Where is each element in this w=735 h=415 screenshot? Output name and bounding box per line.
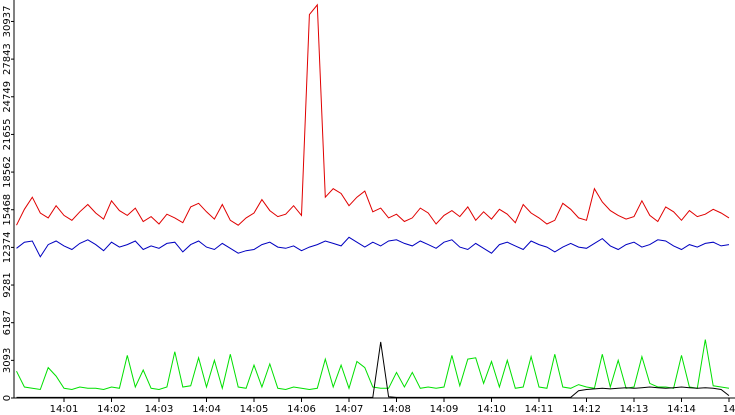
y-tick-label: 24749 — [2, 81, 13, 113]
y-tick-label: 12374 — [2, 231, 13, 263]
y-tick-label: 3093 — [2, 348, 13, 373]
y-tick-label: 0 — [2, 395, 13, 401]
series-line — [16, 236, 730, 258]
x-tick-label: 14:11 — [525, 404, 554, 415]
x-tick-label: 14:07 — [335, 404, 364, 415]
y-tick-label: 15468 — [2, 194, 13, 226]
x-tick-label: 14:02 — [97, 404, 126, 415]
y-tick-label: 30937 — [2, 6, 13, 38]
series-line — [16, 339, 730, 391]
x-tick-label: 14:04 — [192, 404, 221, 415]
y-tick-label: 6187 — [2, 310, 13, 335]
x-tick-label: 14:10 — [477, 404, 506, 415]
y-tick-label: 27843 — [2, 43, 13, 75]
x-tick-label: 14:05 — [240, 404, 269, 415]
x-tick-label: 14:09 — [430, 404, 459, 415]
x-tick-label: 14:14 — [667, 404, 696, 415]
y-tick-label: 18562 — [2, 156, 13, 188]
x-tick-label: 14:13 — [620, 404, 649, 415]
series-line — [16, 3, 730, 226]
x-tick-label: 14:08 — [382, 404, 411, 415]
x-tick-label: 14:03 — [145, 404, 174, 415]
y-tick-label: 9281 — [2, 272, 13, 297]
x-tick-label: 14:06 — [287, 404, 316, 415]
series-line — [16, 341, 730, 398]
y-tick-label: 21655 — [2, 119, 13, 151]
x-tick-label: 14:01 — [50, 404, 79, 415]
x-tick-label: 14 — [723, 404, 735, 415]
x-tick-label: 14:12 — [572, 404, 601, 415]
